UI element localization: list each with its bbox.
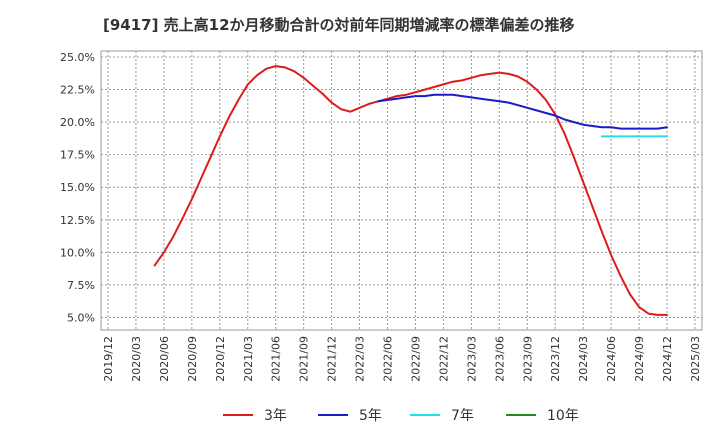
chart-title: [9417] 売上高12か月移動合計の対前年同期増減率の標準偏差の推移 bbox=[103, 16, 575, 34]
x-tick-label: 2022/03 bbox=[354, 336, 367, 382]
legend-label: 5年 bbox=[359, 408, 382, 424]
plot-area bbox=[100, 50, 703, 331]
x-tick-label: 2021/09 bbox=[298, 336, 311, 382]
y-tick-label: 22.5% bbox=[60, 84, 95, 97]
legend: 3年 5年 7年 10年 bbox=[223, 408, 579, 424]
x-tick-label: 2024/06 bbox=[605, 336, 618, 382]
y-tick-label: 20.0% bbox=[60, 116, 95, 129]
x-tick-label: 2025/03 bbox=[689, 336, 702, 382]
y-tick-label: 5.0% bbox=[67, 311, 95, 324]
x-tick-label: 2021/03 bbox=[242, 336, 255, 382]
series-lines bbox=[153, 65, 668, 316]
x-tick-label: 2020/09 bbox=[186, 336, 199, 382]
x-tick-label: 2020/06 bbox=[158, 336, 171, 382]
legend-label: 3年 bbox=[264, 408, 287, 424]
x-tick-label: 2022/06 bbox=[382, 336, 395, 382]
series-line-2 bbox=[377, 93, 668, 130]
x-tick-label: 2022/12 bbox=[437, 336, 450, 382]
y-tick-label: 15.0% bbox=[60, 181, 95, 194]
y-tick-label: 25.0% bbox=[60, 51, 95, 64]
x-tick-label: 2023/12 bbox=[549, 336, 562, 382]
x-tick-label: 2020/03 bbox=[130, 336, 143, 382]
x-tick-label: 2024/12 bbox=[661, 336, 674, 382]
x-tick-label: 2021/12 bbox=[326, 336, 339, 382]
x-tick-label: 2024/03 bbox=[577, 336, 590, 382]
x-tick-label: 2024/09 bbox=[633, 336, 646, 382]
x-axis-tick-labels: 2019/12 2020/03 2020/06 2020/09 2020/12 2021/… bbox=[102, 336, 702, 382]
series-line-1 bbox=[153, 65, 668, 316]
x-tick-label: 2021/06 bbox=[270, 336, 283, 382]
x-tick-label: 2023/06 bbox=[493, 336, 506, 382]
grid bbox=[101, 51, 702, 330]
legend-label: 10年 bbox=[547, 408, 579, 424]
y-tick-label: 12.5% bbox=[60, 214, 95, 227]
x-tick-label: 2023/03 bbox=[465, 336, 478, 382]
x-tick-label: 2023/09 bbox=[521, 336, 534, 382]
legend-label: 7年 bbox=[451, 408, 474, 424]
y-tick-label: 10.0% bbox=[60, 246, 95, 259]
y-tick-label: 17.5% bbox=[60, 149, 95, 162]
x-tick-label: 2022/09 bbox=[409, 336, 422, 382]
x-tick-label: 2020/12 bbox=[214, 336, 227, 382]
y-axis-tick-labels: 5.0% 7.5% 10.0% 12.5% 15.0% 17.5% 20.0% 22.5% 25… bbox=[60, 51, 95, 324]
x-tick-label: 2019/12 bbox=[102, 336, 115, 382]
y-tick-label: 7.5% bbox=[67, 279, 95, 292]
